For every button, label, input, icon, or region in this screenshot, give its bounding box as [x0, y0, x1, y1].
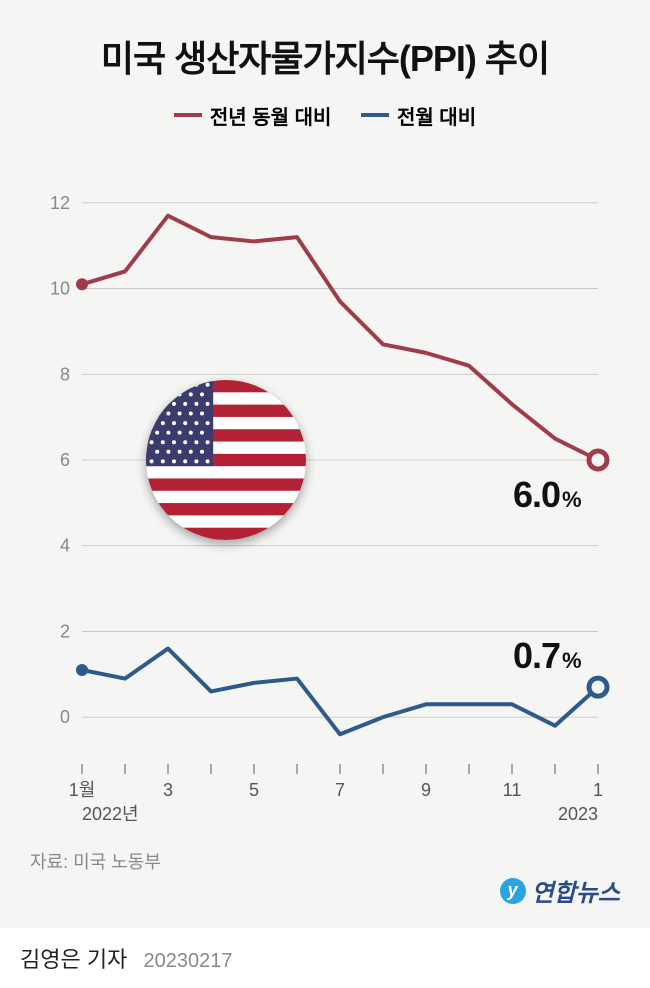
svg-text:10: 10 [50, 278, 70, 298]
svg-text:7: 7 [335, 780, 345, 800]
svg-text:12: 12 [50, 192, 70, 212]
footer: 김영은 기자 20230217 [0, 928, 650, 988]
svg-text:2022년: 2022년 [82, 804, 139, 824]
svg-text:2023: 2023 [558, 804, 598, 824]
svg-text:11: 11 [503, 780, 522, 800]
svg-text:1월: 1월 [69, 780, 96, 800]
legend-item-mom: 전월 대비 [361, 101, 476, 130]
chart-card: 미국 생산자물가지수(PPI) 추이 전년 동월 대비 전월 대비 0 2 4 6 8 1… [0, 0, 650, 930]
end-label-mom: 0.7% [513, 635, 582, 677]
brand: y 연합뉴스 [500, 873, 620, 908]
source-label: 자료: 미국 노동부 [30, 848, 620, 874]
legend-swatch-yoy [174, 113, 202, 117]
legend: 전년 동월 대비 전월 대비 [30, 100, 620, 130]
date: 20230217 [143, 950, 232, 972]
end-unit-yoy: % [562, 487, 582, 512]
us-flag-icon [146, 380, 306, 540]
legend-label-yoy: 전년 동월 대비 [210, 101, 332, 130]
svg-text:3: 3 [163, 780, 173, 800]
legend-swatch-mom [361, 113, 389, 117]
brand-icon: y [500, 878, 526, 904]
legend-label-mom: 전월 대비 [397, 101, 476, 130]
end-unit-mom: % [562, 648, 582, 673]
end-label-yoy: 6.0% [513, 474, 582, 516]
chart-title: 미국 생산자물가지수(PPI) 추이 [30, 30, 620, 82]
svg-text:2: 2 [60, 621, 70, 641]
chart-area: 0246810121월35791112022년2023 6.0% 0.7% [30, 140, 620, 840]
end-value-mom: 0.7 [513, 635, 560, 676]
svg-text:6: 6 [60, 450, 70, 470]
svg-text:9: 9 [421, 780, 431, 800]
svg-text:5: 5 [249, 780, 259, 800]
svg-text:8: 8 [60, 364, 70, 384]
brand-text: 연합뉴스 [532, 873, 620, 908]
author: 김영은 기자 [20, 947, 127, 972]
svg-text:1: 1 [593, 780, 603, 800]
svg-text:4: 4 [60, 535, 70, 555]
legend-item-yoy: 전년 동월 대비 [174, 101, 332, 130]
svg-text:0: 0 [60, 707, 70, 727]
end-value-yoy: 6.0 [513, 474, 560, 515]
